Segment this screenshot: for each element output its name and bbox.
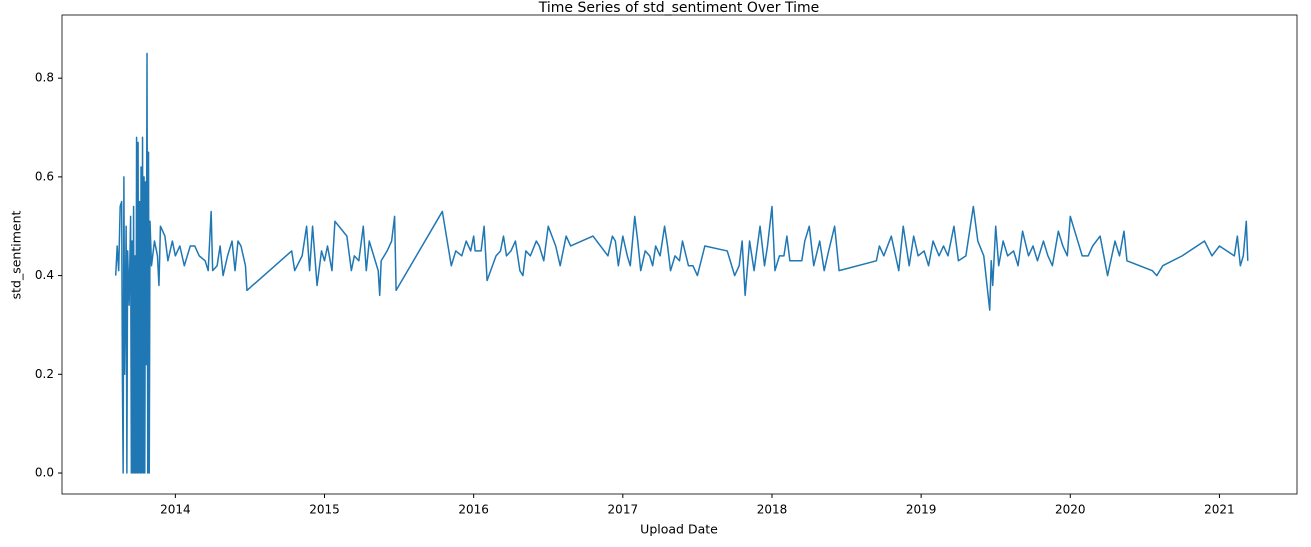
x-tick-label: 2018 <box>757 503 788 517</box>
x-tick-label: 2021 <box>1204 503 1235 517</box>
y-tick-label: 0.2 <box>35 367 54 381</box>
x-tick-label: 2017 <box>608 503 639 517</box>
x-tick-label: 2019 <box>906 503 937 517</box>
y-tick-label: 0.8 <box>35 71 54 85</box>
x-tick-label: 2016 <box>458 503 489 517</box>
x-tick-label: 2020 <box>1055 503 1086 517</box>
chart-title: Time Series of std_sentiment Over Time <box>538 0 819 16</box>
plot-frame <box>61 14 1298 495</box>
y-tick-label: 0.4 <box>35 268 54 282</box>
y-tick-label: 0.0 <box>35 466 54 480</box>
y-axis-label: std_sentiment <box>9 211 24 300</box>
x-tick-label: 2015 <box>309 503 340 517</box>
x-tick-label: 2014 <box>160 503 191 517</box>
x-axis-label: Upload Date <box>640 522 718 537</box>
data-line <box>114 52 1249 474</box>
y-tick-label: 0.6 <box>35 169 54 183</box>
